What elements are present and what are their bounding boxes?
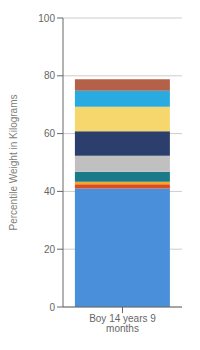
svg-text:Percentile Weight in Kilograms: Percentile Weight in Kilograms [8,95,19,231]
svg-text:100: 100 [38,13,55,24]
svg-text:Boy 14 years 9months: Boy 14 years 9months [89,313,156,334]
svg-text:0: 0 [49,302,55,313]
svg-text:60: 60 [44,128,56,139]
svg-text:20: 20 [44,244,56,255]
svg-text:80: 80 [44,70,56,81]
svg-text:40: 40 [44,186,56,197]
